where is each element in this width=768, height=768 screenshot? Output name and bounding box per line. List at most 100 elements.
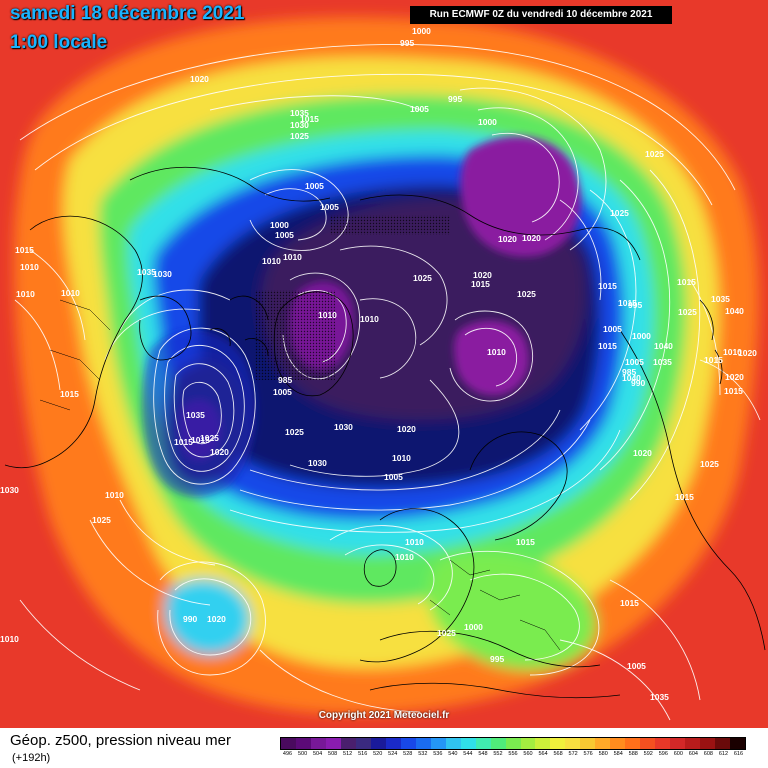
isobar-label: 1020 <box>522 233 541 243</box>
isobar-label: 1025 <box>290 131 309 141</box>
isobar-label: 1010 <box>395 552 414 562</box>
isobar-label: 1005 <box>625 357 644 367</box>
isobar-label: 1015 <box>677 277 696 287</box>
legend-swatch <box>670 738 686 749</box>
isobar-label: 1015 <box>598 281 617 291</box>
isobar-label: 1005 <box>603 324 622 334</box>
legend-swatch <box>565 738 581 749</box>
isobar-label: 1020 <box>633 448 652 458</box>
legend-value: 544 <box>463 751 473 757</box>
legend-swatch <box>640 738 656 749</box>
legend-value: 588 <box>628 751 638 757</box>
isobar-label: 1025 <box>678 307 697 317</box>
isobar-label: 1020 <box>725 372 744 382</box>
isobar-label: 1025 <box>645 149 664 159</box>
isobar-label: 1000 <box>270 220 289 230</box>
legend-value: 560 <box>523 751 533 757</box>
isobar-label: 1010 <box>392 453 411 463</box>
legend-swatch <box>415 738 431 749</box>
coastline-siberia <box>359 194 641 261</box>
forecast-map: 1000 995 995 1005 1015 1000 1020 1035 1030 1025 10… <box>0 0 768 728</box>
legend-swatch <box>370 738 386 749</box>
color-scale-labels: 496 500 504 508 512 516 520 524 528 532 536 540 544 5… <box>280 750 746 759</box>
forecast-local-time: 1:00 locale <box>10 32 108 53</box>
field-blue-ring-low-west <box>142 330 257 497</box>
legend-swatch <box>625 738 641 749</box>
legend-swatch <box>700 738 716 749</box>
legend-value: 596 <box>658 751 668 757</box>
legend-value: 616 <box>733 751 744 757</box>
isobar-label: 1025 <box>200 433 219 443</box>
isobar-label: 1000 <box>464 622 483 632</box>
isobar-label: 1010 <box>262 256 281 266</box>
field-magenta-low-north <box>460 136 581 257</box>
isobar-label: 1010 <box>61 288 80 298</box>
legend-swatch <box>595 738 611 749</box>
isobar-label: 1020 <box>473 270 492 280</box>
isobar-label: 1000 <box>478 117 497 127</box>
arctic-islands <box>255 215 450 380</box>
legend-swatch <box>385 738 401 749</box>
isobar-label: 1015 <box>598 341 617 351</box>
isobar-label: 1005 <box>627 661 646 671</box>
legend-value: 524 <box>388 751 398 757</box>
legend-value: 608 <box>703 751 713 757</box>
isobar-label: 1000 <box>632 331 651 341</box>
coastline-africa-north <box>369 682 621 699</box>
legend-swatch <box>580 738 596 749</box>
isobar-label: 1035 <box>653 357 672 367</box>
isobar-label: 1005 <box>305 181 324 191</box>
isobar-label: 1015 <box>15 245 34 255</box>
isobar-label: 1010 <box>360 314 379 324</box>
coastlines <box>4 166 766 699</box>
legend-value: 500 <box>297 751 308 757</box>
legend-swatch <box>310 738 326 749</box>
isobar-label: 1015 <box>620 598 639 608</box>
legend-value: 532 <box>418 751 428 757</box>
border-lines-europe <box>429 559 561 651</box>
coastline-north-america <box>4 215 143 469</box>
legend-swatch <box>655 738 671 749</box>
isobar-label: 1015 <box>471 279 490 289</box>
legend-value: 612 <box>718 751 729 757</box>
isobar-label: 1020 <box>498 234 517 244</box>
coastline-scandinavia <box>469 431 568 541</box>
isobar-label: 1000 <box>412 26 431 36</box>
coastline-europe <box>359 508 475 663</box>
isobar-label: 1020 <box>210 447 229 457</box>
color-scale-legend: 496 500 504 508 512 516 520 524 528 532 536 540 544 5… <box>280 737 746 765</box>
isobar-label: 1015 <box>60 389 79 399</box>
color-scale-swatches <box>280 737 746 750</box>
isobar-label: 1040 <box>654 341 673 351</box>
isobar-label: 1005 <box>384 472 403 482</box>
isobar-label: 1025 <box>517 289 536 299</box>
legend-value: 576 <box>583 751 593 757</box>
legend-value: 508 <box>328 751 338 757</box>
legend-swatch <box>445 738 461 749</box>
coastline-mediterranean <box>379 630 601 668</box>
isobar-label: 1010 <box>283 252 302 262</box>
legend-value: 580 <box>598 751 608 757</box>
island-cluster-canada <box>255 290 335 380</box>
legend-value: 600 <box>673 751 683 757</box>
island-cluster-siberia <box>330 215 450 235</box>
legend-value: 592 <box>643 751 653 757</box>
isobar-label: 1015 <box>300 114 319 124</box>
legend-swatch <box>520 738 536 749</box>
isobar-label: 1025 <box>700 459 719 469</box>
isobar-label: 1010 <box>487 347 506 357</box>
isobar-label: 1020 <box>738 348 757 358</box>
legend-value: 504 <box>312 751 323 757</box>
isobar-label: 1020 <box>190 74 209 84</box>
legend-value: 556 <box>508 751 518 757</box>
isobar-label: 1030 <box>334 422 353 432</box>
isobars <box>14 44 761 721</box>
model-run-banner: Run ECMWF 0Z du vendredi 10 décembre 202… <box>410 6 672 24</box>
isobar-label: 1010 <box>20 262 39 272</box>
legend-value: 548 <box>478 751 488 757</box>
isobar-label: 1005 <box>410 104 429 114</box>
isobar-label: 995 <box>490 654 504 664</box>
isobar-label: 1025 <box>610 208 629 218</box>
isobar-label: 1035 <box>186 410 205 420</box>
